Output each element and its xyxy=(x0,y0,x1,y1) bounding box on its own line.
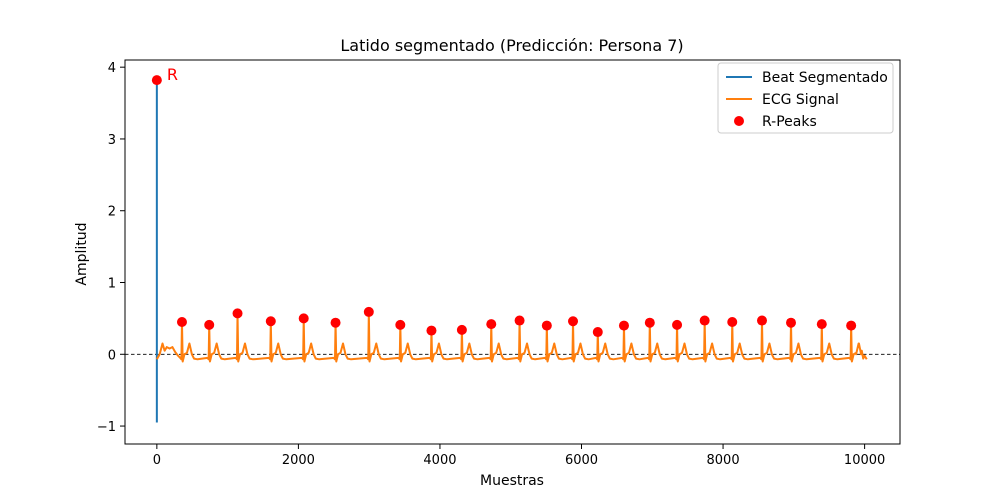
r-peak-point xyxy=(568,316,579,327)
x-axis-label: Muestras xyxy=(480,473,544,489)
x-tick-label: 8000 xyxy=(707,453,740,468)
plot-area: R xyxy=(125,65,900,423)
legend-label-rpeaks: R-Peaks xyxy=(762,114,817,130)
y-axis-label: Amplitud xyxy=(74,222,90,285)
x-tick-label: 6000 xyxy=(565,453,598,468)
y-tick-label: −1 xyxy=(97,420,116,435)
r-peak-point xyxy=(816,319,827,330)
r-peak-point xyxy=(265,316,276,327)
axes: 0 2000 4000 6000 8000 10000 −1 0 1 2 3 4 xyxy=(97,59,901,468)
axes-frame xyxy=(124,59,901,445)
r-peak-point xyxy=(672,319,683,330)
r-peak-point xyxy=(151,75,162,86)
y-tick-label: 1 xyxy=(108,277,116,292)
r-peak-point xyxy=(699,315,710,326)
r-peak-point xyxy=(618,320,629,331)
y-tick-label: 0 xyxy=(108,348,116,363)
r-peak-point xyxy=(176,316,187,327)
r-peak-point xyxy=(592,327,603,338)
r-peak-point xyxy=(644,317,655,328)
r-peak-point xyxy=(298,313,309,324)
r-peak-point xyxy=(786,317,796,328)
chart-title: Latido segmentado (Predicción: Persona 7… xyxy=(340,36,683,55)
r-peak-point xyxy=(204,319,215,330)
legend-label-ecg: ECG Signal xyxy=(762,92,839,108)
y-tick-label: 3 xyxy=(108,133,116,148)
r-peak-point xyxy=(330,317,341,328)
x-tick-label: 0 xyxy=(153,453,161,468)
y-tick-label: 2 xyxy=(108,205,116,220)
series-ecg-signal xyxy=(155,310,868,363)
legend: Beat Segmentado ECG Signal R-Peaks xyxy=(717,62,894,134)
r-peak-point xyxy=(541,320,552,331)
r-peak-annotation: R xyxy=(167,65,178,84)
x-tick-label: 2000 xyxy=(282,453,315,468)
x-tick-label: 4000 xyxy=(423,453,456,468)
r-peak-point xyxy=(363,306,374,317)
r-peak-point xyxy=(514,315,525,326)
r-peak-point xyxy=(486,319,497,330)
x-tick-label: 10000 xyxy=(844,453,885,468)
r-peak-point xyxy=(232,308,243,319)
r-peak-point xyxy=(426,325,437,336)
r-peak-point xyxy=(727,316,738,327)
r-peak-point xyxy=(846,320,857,331)
y-tick-label: 4 xyxy=(108,61,116,76)
legend-marker-rpeaks xyxy=(734,116,744,126)
r-peak-point xyxy=(395,319,406,330)
r-peak-point xyxy=(456,324,467,335)
legend-label-beat: Beat Segmentado xyxy=(762,70,888,86)
r-peak-point xyxy=(756,315,767,326)
legend-box xyxy=(717,62,894,134)
